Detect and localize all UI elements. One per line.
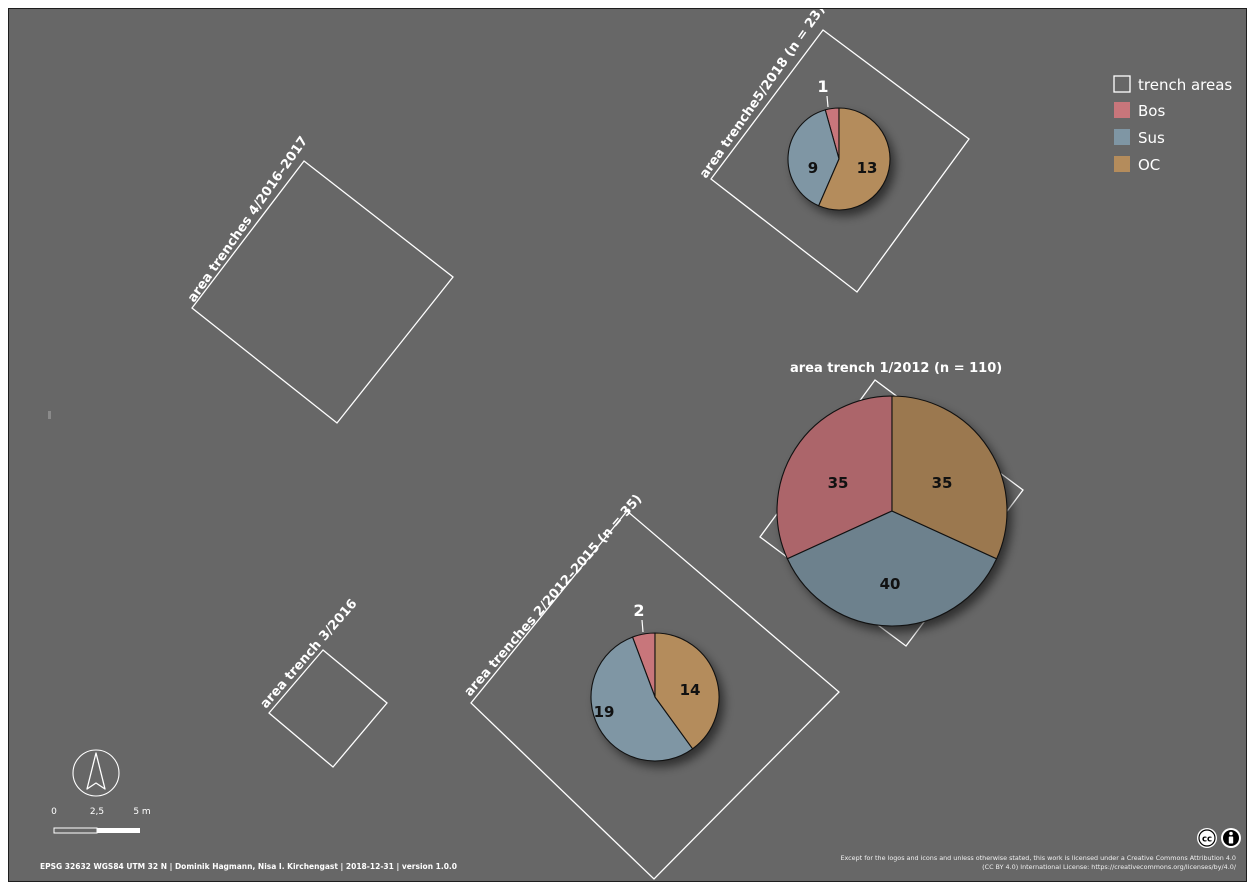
pie-label-trenches-2-oc: 14 [680, 681, 701, 699]
pie-slice-sus[interactable] [590, 636, 694, 762]
pie-slice-oc[interactable] [817, 107, 891, 211]
pie-label-trench-1-oc: 35 [932, 474, 953, 492]
pie-label-trenches-2-sus: 19 [594, 703, 615, 721]
pie-chart-trench-5 [787, 107, 891, 211]
pie-label-trench-1-bos: 35 [828, 474, 849, 492]
cc-icon-text: cc [1202, 835, 1212, 845]
scalebar-tick-2-5: 2,5 [90, 807, 104, 817]
pie-chart-trench-1 [776, 395, 1008, 627]
legend-label-bos: Bos [1138, 102, 1165, 120]
pie-leader-trench-5 [826, 95, 829, 108]
legend-label-trench-areas: trench areas [1138, 76, 1232, 94]
edge-mark [48, 411, 51, 419]
license-line-2: (CC BY 4.0) International License: https… [982, 863, 1237, 871]
scalebar: 0 2,5 5 m [51, 807, 151, 834]
pie-label-trench-1-sus: 40 [880, 575, 901, 593]
area-label-trench-3: area trench 3/2016 [258, 597, 361, 712]
by-icon [1221, 828, 1241, 848]
north-arrow-icon [72, 749, 120, 797]
map-canvas[interactable]: area trenches 4/2016–2017 area trenche5/… [8, 8, 1247, 882]
pie-slice-oc[interactable] [891, 395, 1008, 560]
area-label-trench-1: area trench 1/2012 (n = 110) [790, 361, 1002, 376]
pie-label-trench-5-oc: 13 [857, 159, 878, 177]
pie-slice-sus[interactable] [786, 510, 998, 627]
legend-swatch-oc [1114, 156, 1130, 172]
trench-area-5[interactable] [710, 29, 970, 293]
footer-credits: EPSG 32632 WGS84 UTM 32 N | Dominik Hagm… [40, 862, 457, 872]
pie-slice-oc[interactable] [654, 632, 720, 750]
legend-swatch-bos [1114, 102, 1130, 118]
scalebar-tick-0: 0 [51, 807, 57, 817]
trench-area-3[interactable] [268, 649, 388, 768]
pie-label-trench-5-bos: 1 [817, 77, 828, 96]
area-label-trenches-4: area trenches 4/2016–2017 [185, 134, 311, 305]
pie-slice-bos[interactable] [776, 395, 893, 560]
legend-swatch-sus [1114, 129, 1130, 145]
trench-area-4[interactable] [191, 160, 454, 424]
cc-icon: cc [1197, 828, 1217, 848]
legend-label-sus: Sus [1138, 129, 1165, 147]
scalebar-tick-5m: 5 m [133, 807, 150, 817]
legend: trench areas Bos Sus OC [1113, 75, 1232, 174]
pie-label-trenches-2-bos: 2 [633, 601, 644, 620]
pie-label-trench-5-sus: 9 [808, 159, 818, 177]
legend-swatch-trench-areas [1113, 75, 1131, 93]
trench-area-2[interactable] [470, 510, 840, 880]
legend-label-oc: OC [1138, 156, 1160, 174]
license-line-1: Except for the logos and icons and unles… [840, 854, 1236, 862]
pie-slice-sus[interactable] [787, 109, 840, 207]
pie-chart-trenches-2 [590, 632, 720, 762]
pie-leader-trenches-2 [641, 619, 644, 633]
map-svg: area trenches 4/2016–2017 area trenche5/… [40, 9, 1241, 880]
